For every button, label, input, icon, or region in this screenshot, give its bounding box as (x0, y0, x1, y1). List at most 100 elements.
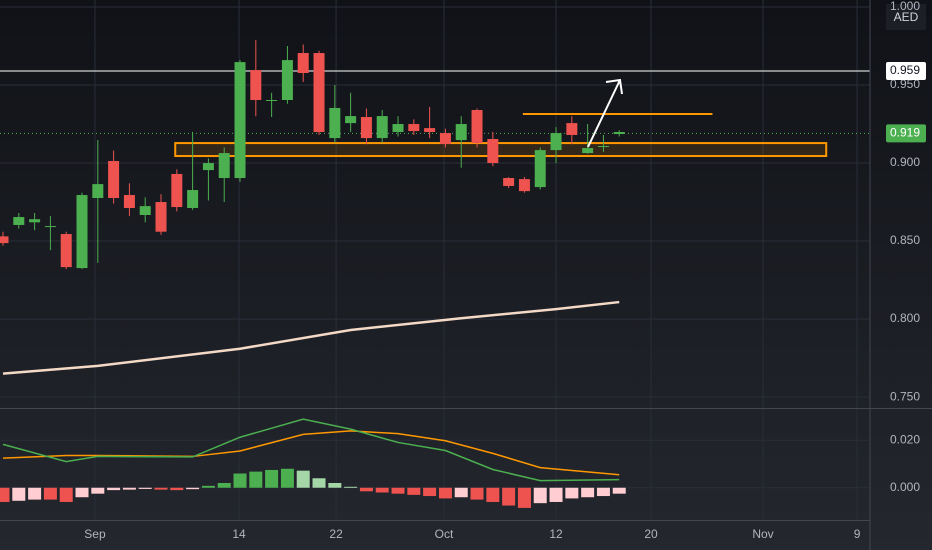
histogram-bar (28, 487, 42, 500)
histogram-bar (59, 487, 73, 502)
candle-body (408, 124, 420, 132)
histogram-bar (249, 471, 263, 488)
candle-body (313, 53, 325, 132)
price-label-box (886, 124, 926, 143)
y-tick-label: 1.000 (890, 0, 920, 13)
x-tick-label: Oct (435, 527, 454, 541)
histogram-bar (43, 487, 57, 500)
candle-body (297, 53, 309, 74)
candle-body (76, 195, 88, 269)
candle-body (424, 128, 436, 132)
candle-body (376, 116, 388, 139)
y-tick-label: 0.900 (890, 155, 920, 169)
histogram-bar (359, 487, 373, 492)
x-tick-label: 14 (232, 527, 246, 541)
y-tick-label: 0.000 (890, 480, 920, 494)
candle-body (108, 161, 120, 198)
currency: AED (894, 10, 919, 24)
candle-body (582, 148, 594, 154)
histogram-bar (502, 487, 516, 506)
candle-body (534, 150, 546, 188)
histogram-bar (170, 487, 184, 491)
histogram-bar (201, 485, 215, 488)
candle-body (123, 195, 135, 208)
histogram-bar (407, 487, 421, 495)
histogram-bar (75, 487, 89, 498)
price-label: 0.919 (890, 126, 920, 140)
candle-body (29, 219, 41, 223)
y-tick-label: 0.950 (890, 77, 920, 91)
histogram-bar (391, 487, 405, 494)
candle-body (503, 178, 515, 186)
histogram-bar (454, 487, 468, 498)
candle-body (155, 202, 167, 232)
histogram-bar (596, 487, 610, 497)
histogram-bar (312, 478, 326, 488)
candle-body (613, 131, 625, 135)
candle-body (455, 124, 467, 141)
y-tick-label: 0.750 (890, 389, 920, 403)
candle-body (234, 62, 246, 179)
moving-average (2, 300, 620, 375)
histogram-bar (138, 487, 152, 489)
currency-box (886, 4, 926, 30)
candle-body (218, 153, 230, 179)
candle-body (439, 133, 451, 145)
histogram-bar (612, 487, 626, 494)
histogram-bar (565, 487, 579, 499)
candle-body (392, 124, 404, 132)
histogram-bar (581, 487, 595, 498)
candle-body (281, 60, 293, 101)
candle-body (0, 236, 9, 244)
candle-body (60, 234, 72, 268)
histogram-bar (375, 487, 389, 493)
candle-body (187, 190, 199, 208)
y-tick-label: 0.800 (890, 311, 920, 325)
candle-body (202, 163, 214, 171)
histogram-bar (423, 487, 437, 497)
x-tick-label: 9 (854, 527, 861, 541)
histogram-bar (549, 487, 563, 502)
histogram-bar (280, 468, 294, 488)
price-label-box (886, 61, 926, 80)
candle-body (518, 179, 530, 192)
arrow-annotation (587, 78, 623, 148)
histogram-bar (12, 487, 26, 501)
histogram-bar (470, 487, 484, 500)
histogram-bar (91, 487, 105, 494)
candle-body (345, 116, 357, 124)
y-tick-label: 0.850 (890, 233, 920, 247)
candle-body (139, 206, 151, 215)
histogram-bar (438, 487, 452, 499)
histogram-bar (107, 487, 121, 491)
candle-body (250, 70, 262, 101)
x-tick-label: 12 (549, 527, 563, 541)
histogram-bar (186, 487, 200, 490)
histogram-bar (328, 483, 342, 488)
histogram-bar (344, 486, 358, 488)
histogram-bar (486, 487, 500, 502)
candle-body (44, 226, 56, 228)
histogram-bar (0, 487, 10, 502)
x-tick-label: 20 (644, 527, 658, 541)
histogram-bar (296, 470, 310, 488)
candle-body (171, 173, 183, 208)
x-tick-label: Nov (752, 527, 773, 541)
y-tick-label: 0.020 (890, 432, 920, 446)
plot (0, 0, 870, 520)
histogram-bar (517, 487, 531, 508)
candle-body (329, 107, 341, 139)
histogram-bar (265, 469, 279, 488)
histogram-bar (122, 487, 136, 490)
x-tick-label: 22 (329, 527, 343, 541)
candle-body (266, 100, 278, 102)
candle-body (13, 217, 25, 225)
candle-body (597, 146, 609, 148)
candle-body (360, 117, 372, 139)
histogram-bar (217, 483, 231, 488)
x-tick-label: Sep (84, 527, 106, 541)
candle-body (92, 184, 104, 198)
